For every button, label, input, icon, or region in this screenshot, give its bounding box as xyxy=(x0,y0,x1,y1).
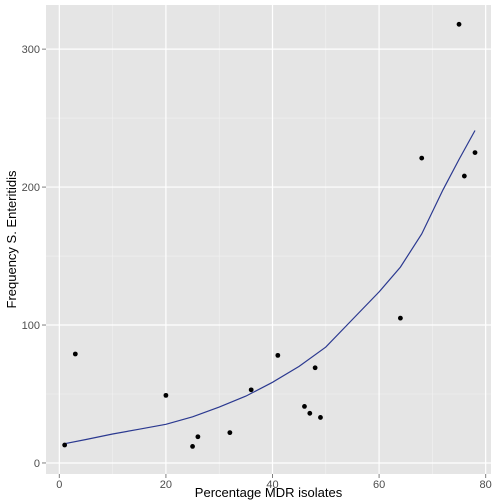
data-point xyxy=(472,150,478,155)
data-point xyxy=(318,415,323,420)
x-tick-label: 40 xyxy=(266,479,278,491)
y-tick-label: 200 xyxy=(22,182,40,194)
data-point xyxy=(307,410,313,416)
data-point xyxy=(190,444,195,449)
data-point xyxy=(398,315,403,321)
data-point xyxy=(275,352,281,358)
x-tick-label: 80 xyxy=(480,479,492,491)
x-tick-label: 20 xyxy=(160,479,172,491)
data-point xyxy=(248,387,254,393)
minor-gridlines xyxy=(46,5,491,474)
data-point xyxy=(302,404,307,409)
x-axis-title: Percentage MDR isolates xyxy=(195,485,343,500)
fitted-curve xyxy=(64,130,476,445)
data-point xyxy=(163,392,169,398)
plot-panel xyxy=(46,5,491,474)
data-point xyxy=(72,351,78,357)
data-point xyxy=(312,365,318,371)
data-point xyxy=(62,442,68,448)
y-tick-label: 300 xyxy=(22,44,40,56)
data-point xyxy=(227,430,233,436)
y-axis: 0 100 200 300 xyxy=(22,44,46,470)
x-tick-label: 0 xyxy=(56,479,62,491)
y-axis-title: Frequency S. Enteritidis xyxy=(4,170,19,309)
y-tick-label: 0 xyxy=(34,458,40,470)
data-point xyxy=(456,21,462,27)
data-point xyxy=(195,434,201,440)
major-gridlines xyxy=(46,5,491,474)
x-tick-label: 60 xyxy=(373,479,385,491)
data-point xyxy=(461,173,467,179)
data-point xyxy=(419,155,425,161)
x-axis: 0 20 40 60 80 xyxy=(56,474,492,491)
data-points xyxy=(62,21,478,449)
y-tick-label: 100 xyxy=(22,320,40,332)
